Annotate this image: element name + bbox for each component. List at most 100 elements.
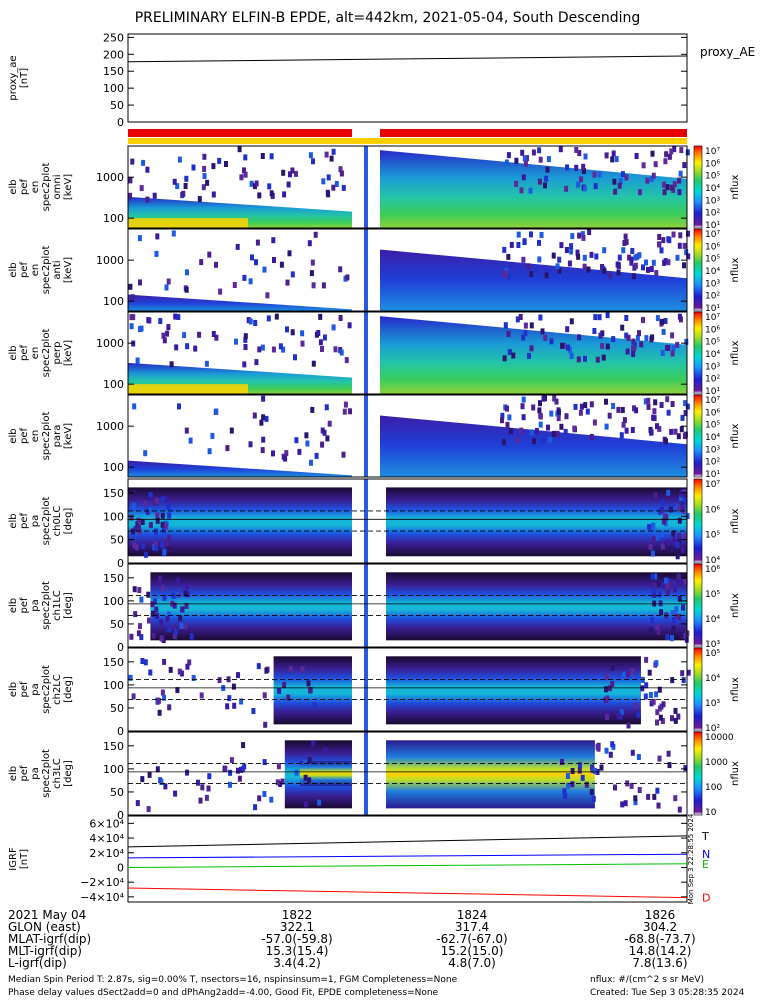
en-para-colorbar-tick: 10⁴ bbox=[705, 433, 720, 443]
en-para-right-speck bbox=[679, 426, 684, 433]
pa-ch0-ytick-label: 0 bbox=[117, 557, 124, 570]
pa-ch2-right-speck bbox=[619, 709, 624, 716]
en-anti-colorbar-tick: 10⁶ bbox=[705, 242, 720, 252]
en-perp-left-speck bbox=[320, 346, 324, 352]
pa-ch2-left-speck bbox=[306, 680, 311, 687]
en-para-right-speck bbox=[646, 403, 651, 410]
pa-ch2-right-speck bbox=[636, 711, 641, 718]
pa-ch0-right-speck bbox=[660, 531, 665, 538]
en-omni-ylabel-4: omni bbox=[52, 175, 63, 200]
pa-ch3-right-speck bbox=[570, 781, 575, 788]
pa-ch1-right-speck bbox=[648, 627, 653, 634]
en-omni-right-speck bbox=[664, 151, 669, 158]
pa-ch2-left-speck bbox=[232, 702, 237, 709]
en-anti-right-speck bbox=[569, 248, 574, 255]
pa-ch0-left-speck bbox=[148, 492, 153, 498]
pa-ch3-left-speck bbox=[207, 773, 212, 780]
en-omni-left-speck bbox=[260, 153, 265, 159]
pa-ch1-right-speck bbox=[681, 632, 686, 639]
pa-ch1-colorbar-tick: 10⁶ bbox=[705, 565, 720, 575]
en-perp-right-speck bbox=[523, 330, 528, 337]
pa-ch0-left-speck bbox=[140, 519, 145, 525]
pa-ch0-right-speck bbox=[685, 513, 690, 520]
ephemeris-value: 15.2(15.0) bbox=[440, 944, 504, 958]
en-para-left-speck bbox=[261, 414, 266, 421]
pa-ch1-colorbar-tick: 10⁵ bbox=[705, 590, 720, 600]
en-anti-right-speck bbox=[654, 270, 659, 277]
en-para-right-speck bbox=[620, 407, 625, 413]
en-perp-right-speck bbox=[595, 356, 600, 363]
en-anti-left-speck bbox=[248, 278, 253, 285]
en-perp-ytick-label: 100 bbox=[103, 378, 124, 391]
en-para-right-speck bbox=[520, 403, 525, 410]
en-para-ytick-label: 100 bbox=[103, 461, 124, 474]
pa-ch1-right-speck bbox=[679, 578, 684, 585]
en-omni-right-speck bbox=[685, 149, 690, 156]
en-anti-colorbar-tick: 10³ bbox=[705, 279, 720, 289]
en-omni-right-speck bbox=[641, 162, 646, 169]
en-anti-colorbar-tick: 10⁴ bbox=[705, 267, 720, 277]
en-omni-right-speck bbox=[662, 181, 666, 188]
en-para-right-speck bbox=[540, 437, 545, 444]
en-para-right-speck bbox=[665, 396, 670, 403]
pa-ch0-left-speck bbox=[167, 512, 172, 519]
pa-ch3-right-speck bbox=[592, 767, 597, 774]
en-perp-right-speck bbox=[502, 355, 507, 362]
pa-ch1-right-speck bbox=[670, 610, 675, 617]
en-perp-right-speck bbox=[660, 318, 664, 325]
pa-ch3-left-speck bbox=[262, 791, 267, 797]
pa-ch1-right-speck bbox=[660, 582, 665, 589]
en-perp-left-speck bbox=[211, 331, 216, 337]
pa-ch0-right-speck bbox=[650, 550, 655, 557]
en-perp-right-speck bbox=[503, 322, 508, 329]
en-anti-right-speck bbox=[564, 247, 569, 253]
pa-ch1-left-speck bbox=[179, 622, 184, 629]
en-omni-left-speck bbox=[288, 171, 292, 178]
pa-ch2-right-speck bbox=[610, 681, 615, 687]
en-anti-right-speck bbox=[502, 246, 507, 253]
pa-ch1-left-speck bbox=[165, 616, 170, 622]
en-omni-colorbar-tick: 10⁶ bbox=[705, 159, 720, 169]
pa-ch1-ytick-label: 50 bbox=[110, 618, 124, 631]
en-para-ylabel-2: en bbox=[30, 430, 41, 443]
en-perp-colorbar-label: nflux bbox=[730, 340, 741, 365]
en-perp-left-speck bbox=[316, 330, 321, 336]
en-anti-left-speck bbox=[345, 274, 350, 281]
en-perp-left-speck bbox=[162, 337, 167, 344]
en-para-left-speck bbox=[294, 437, 299, 444]
pa-ch1-left-speck bbox=[139, 596, 144, 603]
en-anti-right-speck bbox=[682, 262, 686, 269]
en-perp-right-speck bbox=[538, 314, 543, 321]
pa-ch2-right-speck bbox=[630, 668, 635, 674]
proxy-ae-line bbox=[127, 55, 688, 63]
pa-ch1-right-speck bbox=[653, 573, 658, 580]
en-omni-frame bbox=[127, 145, 688, 229]
en-para-left-speck bbox=[214, 408, 219, 415]
en-perp-left-speck bbox=[285, 326, 289, 333]
en-anti-left-speck bbox=[262, 266, 267, 273]
en-para-right-speck bbox=[634, 407, 639, 414]
en-omni-right-speck bbox=[634, 153, 639, 159]
en-para-left-speck bbox=[177, 403, 181, 410]
en-omni-right-speck bbox=[543, 182, 547, 189]
en-para-left-speck bbox=[248, 441, 253, 448]
en-para-ylabel-5: [keV] bbox=[63, 423, 74, 449]
en-anti-left-speck bbox=[166, 278, 171, 285]
en-para-colorbar bbox=[693, 394, 703, 478]
en-anti-right-speck bbox=[666, 259, 671, 266]
ephemeris-row-label: L-igrf(dip) bbox=[8, 956, 67, 970]
pa-ch2-left-speck bbox=[143, 659, 148, 666]
en-omni-right-speck bbox=[672, 181, 677, 188]
pa-ch3-right-speck bbox=[565, 773, 570, 779]
pa-ch0-left-speck bbox=[152, 499, 156, 506]
en-anti-right-speck bbox=[641, 264, 645, 271]
en-perp-left-speck bbox=[290, 329, 295, 336]
pa-ch0-right-speck bbox=[660, 543, 665, 550]
en-para-colorbar-tick: 10² bbox=[705, 458, 720, 468]
en-perp-frame bbox=[127, 311, 688, 395]
en-perp-right-speck bbox=[569, 318, 574, 325]
en-omni-right-speck bbox=[650, 150, 655, 157]
ephemeris-value: 1826 bbox=[644, 908, 676, 922]
en-omni-right-speck bbox=[624, 174, 629, 181]
en-perp-right-speck bbox=[635, 335, 640, 341]
